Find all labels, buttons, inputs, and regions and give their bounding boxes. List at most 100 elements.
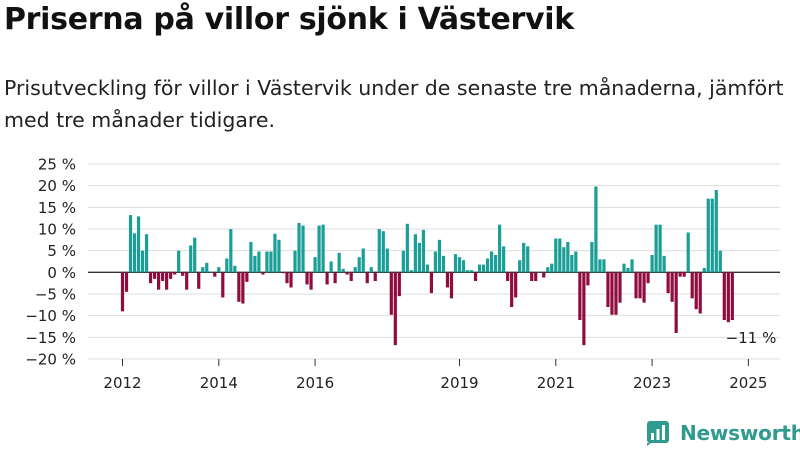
bar[interactable] (506, 272, 510, 281)
bar[interactable] (128, 215, 133, 273)
bar[interactable] (706, 198, 710, 273)
bar[interactable] (165, 272, 169, 290)
bar[interactable] (237, 272, 241, 302)
bar[interactable] (730, 272, 734, 320)
bar[interactable] (377, 229, 381, 273)
bar[interactable] (461, 260, 466, 273)
bar[interactable] (132, 233, 137, 273)
bar[interactable] (606, 272, 610, 307)
bar[interactable] (554, 238, 558, 273)
bar[interactable] (650, 255, 654, 273)
bar[interactable] (522, 242, 526, 273)
bar[interactable] (305, 272, 309, 285)
bar[interactable] (538, 271, 542, 273)
bar[interactable] (405, 223, 409, 273)
bar[interactable] (453, 254, 458, 273)
bar[interactable] (498, 224, 502, 273)
bar[interactable] (514, 272, 518, 298)
bar[interactable] (690, 272, 694, 299)
bar[interactable] (678, 272, 682, 277)
newsworthy-logo[interactable]: Newsworthy (646, 420, 800, 446)
bar[interactable] (481, 264, 486, 273)
bar[interactable] (140, 250, 145, 273)
bar[interactable] (550, 263, 554, 273)
bar[interactable] (634, 272, 638, 299)
bar[interactable] (702, 268, 706, 273)
bar[interactable] (421, 229, 425, 273)
bar[interactable] (269, 251, 273, 273)
bar[interactable] (185, 272, 189, 290)
bar[interactable] (590, 242, 594, 273)
bar[interactable] (357, 257, 361, 273)
bar[interactable] (201, 267, 205, 273)
bar[interactable] (349, 272, 353, 281)
bar[interactable] (726, 272, 730, 323)
bar[interactable] (289, 272, 293, 288)
bar[interactable] (626, 268, 630, 273)
bar[interactable] (618, 272, 622, 303)
bar[interactable] (686, 232, 690, 273)
bar[interactable] (241, 272, 245, 304)
bar[interactable] (542, 272, 546, 278)
bar[interactable] (714, 190, 718, 273)
bar[interactable] (177, 250, 181, 273)
bar[interactable] (578, 272, 582, 320)
bar[interactable] (413, 234, 417, 273)
bar[interactable] (265, 251, 269, 273)
bar[interactable] (574, 251, 578, 273)
bar[interactable] (381, 231, 385, 273)
bar[interactable] (321, 224, 325, 273)
bar[interactable] (193, 237, 197, 273)
bar[interactable] (586, 272, 590, 286)
bar[interactable] (425, 264, 430, 273)
bar[interactable] (189, 245, 193, 273)
bar[interactable] (594, 186, 598, 273)
bar[interactable] (209, 271, 213, 273)
bar[interactable] (658, 224, 662, 273)
bar[interactable] (682, 272, 686, 277)
bar[interactable] (477, 264, 482, 273)
bar[interactable] (345, 272, 349, 275)
bar[interactable] (610, 272, 614, 315)
bar[interactable] (666, 272, 670, 294)
bar[interactable] (221, 272, 225, 298)
bar[interactable] (144, 234, 149, 273)
bar[interactable] (502, 246, 506, 273)
bar[interactable] (622, 263, 626, 273)
bar[interactable] (642, 272, 646, 303)
bar[interactable] (662, 255, 666, 273)
bar[interactable] (397, 272, 401, 297)
bar[interactable] (245, 272, 249, 282)
bar[interactable] (465, 270, 470, 273)
bar[interactable] (654, 224, 658, 273)
bar[interactable] (229, 229, 233, 273)
bar[interactable] (449, 272, 454, 299)
bar[interactable] (437, 239, 442, 273)
bar[interactable] (469, 270, 474, 273)
bar[interactable] (393, 272, 397, 346)
bar[interactable] (197, 272, 201, 289)
bar[interactable] (257, 251, 261, 273)
bar[interactable] (485, 258, 490, 273)
bar[interactable] (473, 272, 478, 281)
bar[interactable] (249, 242, 253, 273)
bar[interactable] (409, 270, 413, 273)
bar[interactable] (614, 272, 618, 315)
bar[interactable] (261, 272, 265, 275)
bar[interactable] (722, 272, 726, 320)
bar[interactable] (213, 272, 217, 277)
bar[interactable] (441, 255, 446, 273)
bar[interactable] (169, 272, 173, 279)
bar[interactable] (301, 225, 305, 273)
bar[interactable] (534, 272, 538, 281)
bar[interactable] (694, 272, 698, 310)
bar[interactable] (698, 272, 702, 314)
bar[interactable] (157, 272, 161, 290)
bar[interactable] (281, 272, 285, 274)
bar[interactable] (285, 272, 289, 284)
bar[interactable] (317, 225, 321, 273)
bar[interactable] (429, 272, 434, 294)
bar[interactable] (293, 250, 297, 273)
bar[interactable] (530, 272, 534, 281)
bar[interactable] (526, 246, 530, 273)
